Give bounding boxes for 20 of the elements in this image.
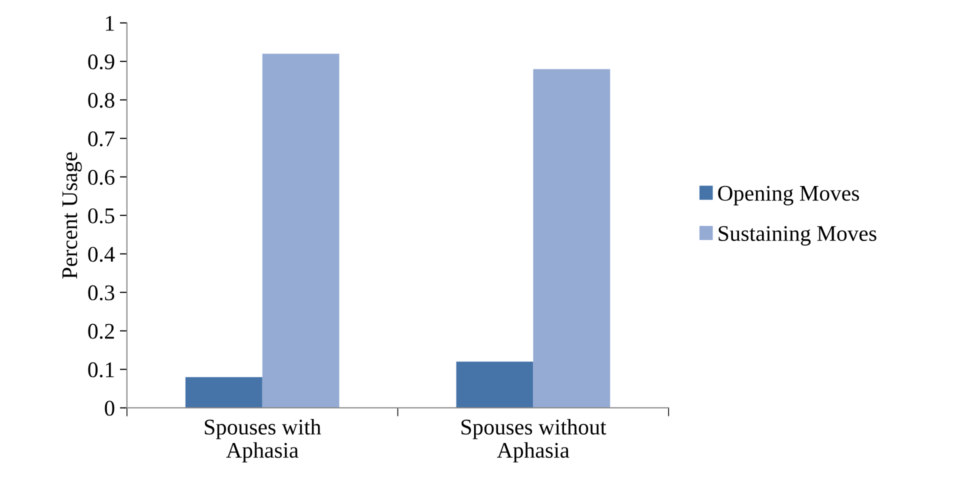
- bar: [456, 362, 534, 408]
- bar: [185, 377, 262, 408]
- y-tick-label: 0.6: [88, 170, 114, 185]
- x-tick-label: Spouses with Aphasia: [204, 418, 322, 462]
- y-tick-label: 0.1: [88, 362, 114, 378]
- bar: [533, 69, 610, 408]
- x-tick-label: Spouses without Aphasia: [462, 418, 606, 462]
- y-tick-label: 0.8: [88, 92, 114, 108]
- y-tick-label: 0.5: [88, 208, 114, 224]
- legend-label: Sustaining Moves: [718, 226, 876, 246]
- y-tick-label: 0.2: [88, 324, 114, 339]
- y-tick-label: 1: [106, 16, 114, 31]
- y-tick-label: 0.7: [88, 131, 114, 146]
- y-tick-label: 0.4: [88, 246, 115, 262]
- legend-label: Opening Moves: [718, 186, 859, 206]
- bar: [262, 54, 340, 408]
- y-axis-title: Percent Usage: [62, 152, 82, 279]
- y-tick-label: 0.9: [88, 54, 114, 70]
- y-tick-label: 0.3: [88, 285, 114, 300]
- y-tick-label: 0: [104, 400, 114, 416]
